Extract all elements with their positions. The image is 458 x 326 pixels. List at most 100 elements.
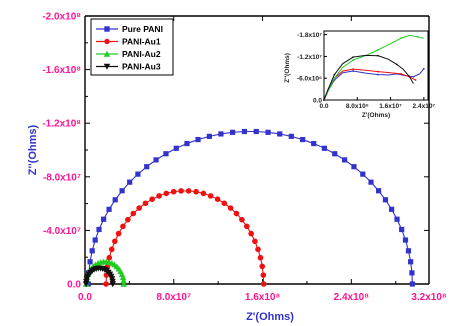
data-point xyxy=(85,281,91,287)
inset-data-point xyxy=(400,37,402,40)
data-point xyxy=(244,223,250,230)
main-axes: 0.0 8.0x10⁷ 1.6x10⁸ 2.4x10⁸ 3.2x10⁸ 0.0 -4.0x1… xyxy=(42,12,447,304)
data-point xyxy=(230,129,236,135)
inset-series-pani-au2 xyxy=(323,34,424,101)
inset-plot: 0.0 8.0x10⁶ 1.6x10⁷ 2.4x10⁷ 0.0 -6.0x10⁶ -1.2x… xyxy=(284,30,436,119)
data-point xyxy=(135,171,141,177)
data-point xyxy=(163,151,169,157)
data-point xyxy=(112,238,118,245)
data-point xyxy=(332,151,338,157)
data-point xyxy=(300,136,306,143)
data-point xyxy=(409,270,415,276)
data-point xyxy=(221,200,228,207)
y-axis-title: Z''(Ohms) xyxy=(27,124,39,175)
y-tick-label: -8.0x10⁷ xyxy=(43,172,81,183)
data-point xyxy=(92,237,98,243)
main-series xyxy=(82,128,415,288)
data-point xyxy=(120,223,126,230)
data-point xyxy=(227,205,234,211)
inset-data-point xyxy=(333,77,336,80)
data-point xyxy=(120,277,127,284)
legend-marker xyxy=(103,50,111,57)
x-tick-label: 0.0 xyxy=(78,292,92,303)
legend-label: PANI-Au3 xyxy=(122,62,161,72)
inset-x-tick-label: 1.6x10⁷ xyxy=(379,103,402,110)
inset-plot-area xyxy=(324,31,428,100)
data-point xyxy=(311,140,317,147)
data-point xyxy=(252,238,258,245)
data-point xyxy=(112,197,118,203)
inset-data-point xyxy=(377,73,379,76)
data-point xyxy=(277,131,283,137)
inset-series-line xyxy=(323,34,424,101)
data-point xyxy=(342,157,348,163)
data-point xyxy=(200,190,207,197)
data-point xyxy=(233,210,240,217)
data-point xyxy=(218,131,224,137)
data-point xyxy=(260,272,267,278)
legend-label: PANI-Au2 xyxy=(122,49,161,59)
data-point xyxy=(185,188,192,194)
legend-marker xyxy=(103,63,111,70)
x-axis-title: Z'(Ohms) xyxy=(246,311,294,323)
legend: Pure PANI PANI-Au1 PANI-Au2 PANI-Au3 xyxy=(90,18,174,76)
data-point xyxy=(130,210,137,217)
inset-data-point xyxy=(400,72,402,75)
inset-x-axis-title: Z'(Ohms) xyxy=(362,112,390,119)
data-point xyxy=(382,197,389,203)
data-point xyxy=(351,164,357,170)
inset-x-tick-label: 0.0 xyxy=(319,103,328,110)
data-point xyxy=(214,196,221,202)
series-pani-au1 xyxy=(103,188,267,287)
data-point xyxy=(170,188,177,195)
data-point xyxy=(288,133,294,139)
data-point xyxy=(119,188,125,194)
data-point xyxy=(103,281,109,287)
data-point xyxy=(144,164,150,170)
data-point xyxy=(206,133,212,139)
data-point xyxy=(120,280,128,287)
inset-series xyxy=(323,34,425,101)
inset-data-point xyxy=(422,67,425,70)
data-point xyxy=(127,179,133,185)
data-point xyxy=(368,179,374,185)
inset-data-point xyxy=(352,68,355,71)
inset-data-point xyxy=(352,59,355,61)
x-tick-label: 1.6x10⁸ xyxy=(245,292,281,303)
data-point xyxy=(239,216,245,223)
inset-y-tick-label: 0.0 xyxy=(313,98,322,105)
inset-y-tick-label: -1.2x10⁷ xyxy=(297,54,322,61)
data-point xyxy=(260,281,267,287)
data-point xyxy=(255,246,261,253)
data-point xyxy=(408,259,414,265)
series-pani-au3 xyxy=(82,265,116,288)
data-point xyxy=(173,145,179,151)
legend-marker xyxy=(104,38,110,45)
data-point xyxy=(156,193,162,199)
data-point xyxy=(193,188,199,195)
data-point xyxy=(125,216,131,223)
data-point xyxy=(241,128,248,135)
inset-data-point xyxy=(408,75,411,78)
data-point xyxy=(184,140,190,147)
data-point xyxy=(115,230,122,237)
inset-y-axis-title: Z''(Ohms) xyxy=(284,53,291,83)
inset-x-tick-label: 2.4x10⁷ xyxy=(413,103,436,110)
data-point xyxy=(106,254,113,261)
data-point xyxy=(106,206,112,212)
data-point xyxy=(83,278,90,285)
data-point xyxy=(265,129,271,135)
y-tick-label: -1.6x10⁸ xyxy=(42,65,81,76)
inset-data-point xyxy=(323,99,325,101)
legend-label: Pure PANI xyxy=(122,24,163,34)
x-tick-label: 2.4x10⁸ xyxy=(334,292,370,303)
data-point xyxy=(248,230,254,237)
data-point xyxy=(405,248,412,254)
data-point xyxy=(402,237,409,243)
inset-axes: 0.0 8.0x10⁶ 1.6x10⁷ 2.4x10⁷ 0.0 -6.0x10⁶ -1.2x… xyxy=(297,30,436,110)
data-point xyxy=(399,226,405,233)
inset-data-point xyxy=(412,75,415,78)
inset-data-point xyxy=(377,48,379,51)
inset-data-point xyxy=(395,63,398,66)
data-point xyxy=(360,171,366,177)
